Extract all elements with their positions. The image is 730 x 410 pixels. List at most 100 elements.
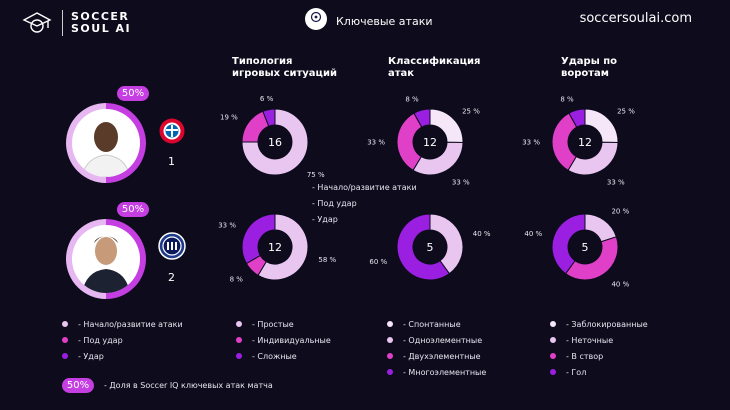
- team-2-share-ring: [66, 219, 146, 299]
- donut-hole: [569, 126, 601, 158]
- donut-total: 12: [423, 136, 437, 149]
- legend-item: - В створ: [550, 350, 648, 362]
- legend-item: - Индивидуальные: [236, 334, 331, 346]
- legend-dot-icon: [62, 337, 68, 343]
- team-2-rank: 2: [168, 271, 175, 284]
- legend-dot-icon: [236, 337, 242, 343]
- soccer-ball-icon: [22, 12, 52, 33]
- donut-slice: [241, 108, 309, 176]
- inter-logo-icon: [158, 232, 186, 264]
- donut-slice: [568, 108, 586, 128]
- legend-dot-icon: [236, 321, 242, 327]
- team-1-share-ring: [66, 103, 146, 183]
- donut-total: 5: [427, 241, 434, 254]
- legend-item: - Двухэлементные: [387, 350, 486, 362]
- brand-line-1: SOCCER: [71, 10, 130, 23]
- middle-legend-item: - Начало/развитие атаки: [312, 183, 417, 192]
- donut-slice: [241, 213, 276, 265]
- legend-dot-icon: [62, 353, 68, 359]
- donut-hole: [259, 231, 291, 263]
- legend-item: - Сложные: [236, 350, 331, 362]
- slice-label: 33 %: [607, 178, 625, 186]
- donut-hole: [414, 126, 446, 158]
- legend-item: - Простые: [236, 318, 331, 330]
- slice-label: 8 %: [230, 276, 244, 284]
- coach-2-avatar: [72, 225, 140, 293]
- slice-label: 33 %: [522, 138, 540, 146]
- slice-label: 25 %: [617, 107, 635, 115]
- slice-label: 40 %: [611, 280, 629, 288]
- champions-league-icon: [305, 8, 327, 30]
- coach-1-avatar: [72, 109, 140, 177]
- donut-hole: [414, 231, 446, 263]
- footer-note: - Доля в Soccer IQ ключевых атак матча: [104, 381, 273, 390]
- brand-logo: SOCCER SOUL AI: [22, 10, 131, 36]
- legend-dot-icon: [387, 353, 393, 359]
- legend-dot-icon: [62, 321, 68, 327]
- team-1-share-badge: 50%: [117, 86, 149, 101]
- team-1-rank: 1: [168, 155, 175, 168]
- legend-dot-icon: [550, 337, 556, 343]
- slice-label: 60 %: [369, 258, 387, 266]
- slice-label: 75 %: [307, 171, 325, 179]
- legend-shots: - Заблокированные - Неточные - В створ -…: [550, 318, 648, 378]
- legend-item: - Неточные: [550, 334, 648, 346]
- legend-typology: - Начало/развитие атаки - Под удар - Уда…: [62, 318, 183, 362]
- legend-item: - Одноэлементные: [387, 334, 486, 346]
- donut-slice: [429, 213, 464, 275]
- donut-slice: [262, 108, 276, 127]
- donut-hole: [569, 231, 601, 263]
- legend-item: - Гол: [550, 366, 648, 378]
- slice-label: 8 %: [405, 95, 419, 103]
- column-title-classification: Классификация атак: [388, 56, 481, 79]
- legend-item: - Начало/развитие атаки: [62, 318, 183, 330]
- slice-label: 33 %: [218, 222, 236, 230]
- legend-item: - Под удар: [62, 334, 183, 346]
- donut-total: 16: [268, 136, 282, 149]
- site-link[interactable]: soccersoulai.com: [579, 11, 692, 26]
- slice-label: 6 %: [260, 95, 274, 103]
- slice-label: 20 %: [611, 208, 629, 216]
- column-title-shots: Удары по воротам: [561, 56, 617, 79]
- legend-complexity: - Простые - Индивидуальные - Сложные: [236, 318, 331, 362]
- team-2-share-badge: 50%: [117, 202, 149, 217]
- footer-share-badge: 50%: [62, 378, 94, 393]
- legend-dot-icon: [550, 321, 556, 327]
- legend-dot-icon: [387, 369, 393, 375]
- legend-item: - Спонтанные: [387, 318, 486, 330]
- donut-slice: [551, 213, 586, 275]
- legend-classification: - Спонтанные - Одноэлементные - Двухэлем…: [387, 318, 486, 378]
- donut-slice: [257, 213, 309, 281]
- donut-slice: [396, 213, 451, 281]
- slice-label: 25 %: [462, 107, 480, 115]
- legend-dot-icon: [387, 337, 393, 343]
- middle-legend-item: - Под удар: [312, 199, 357, 208]
- donut-total: 12: [268, 241, 282, 254]
- brand-line-2: SOUL AI: [71, 22, 132, 35]
- column-title-typology: Типология игровых ситуаций: [232, 56, 337, 79]
- legend-item: - Многоэлементные: [387, 366, 486, 378]
- legend-dot-icon: [550, 353, 556, 359]
- legend-item: - Заблокированные: [550, 318, 648, 330]
- middle-legend: - Начало/развитие атаки - Под удар - Уда…: [312, 183, 417, 231]
- slice-label: 33 %: [367, 138, 385, 146]
- legend-dot-icon: [387, 321, 393, 327]
- middle-legend-item: - Удар: [312, 215, 338, 224]
- legend-dot-icon: [550, 369, 556, 375]
- slice-label: 19 %: [220, 114, 238, 122]
- slice-label: 40 %: [473, 230, 491, 238]
- legend-dot-icon: [236, 353, 242, 359]
- slice-label: 58 %: [318, 256, 336, 264]
- donut-slice: [564, 236, 619, 281]
- slice-label: 40 %: [524, 230, 542, 238]
- donut-total: 5: [582, 241, 589, 254]
- slice-label: 8 %: [560, 95, 574, 103]
- donut-slice: [413, 108, 431, 128]
- legend-item: - Удар: [62, 350, 183, 362]
- slice-label: 33 %: [452, 178, 470, 186]
- donut-hole: [259, 126, 291, 158]
- donut-total: 12: [578, 136, 592, 149]
- bayern-logo-icon: [159, 118, 185, 148]
- page-title: Ключевые атаки: [336, 15, 433, 28]
